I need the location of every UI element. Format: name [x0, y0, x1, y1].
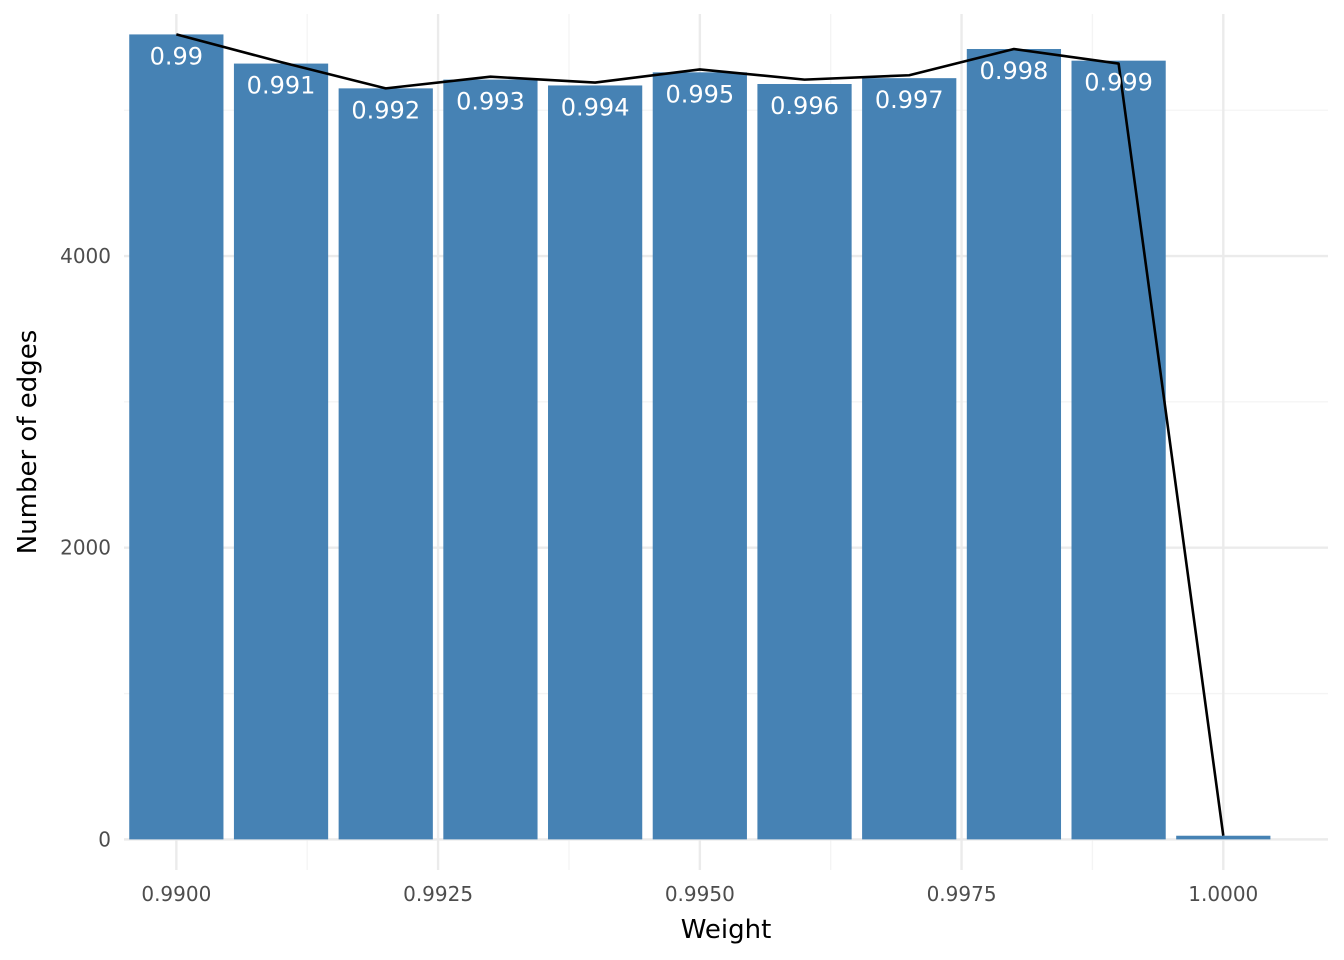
bar	[233, 63, 329, 840]
trend-line	[176, 33, 1225, 836]
y-axis-title: Number of edges	[13, 330, 43, 555]
x-tick-label: 0.9975	[927, 882, 997, 906]
line-layer	[176, 33, 1225, 836]
x-axis-title: Weight	[681, 915, 772, 945]
bar	[443, 79, 538, 840]
x-tick-label: 0.9950	[665, 882, 735, 906]
bar	[338, 88, 433, 840]
y-tick-label: 0	[98, 827, 111, 851]
bar	[757, 83, 852, 840]
x-tick-label: 0.9925	[403, 882, 473, 906]
bar-label: 0.999	[1084, 69, 1153, 97]
x-tick-label: 0.9900	[141, 882, 211, 906]
x-ticks-layer: 0.9900 0.9925 0.9950 0.9975 1.0000	[141, 882, 1258, 906]
bar-label: 0.997	[875, 86, 944, 114]
y-tick-label: 2000	[60, 536, 111, 560]
bar-label: 0.995	[665, 80, 734, 108]
y-tick-label: 4000	[60, 244, 111, 268]
bar-label: 0.998	[980, 57, 1049, 85]
bars-layer	[129, 34, 1271, 840]
bar	[652, 72, 747, 840]
bar	[862, 78, 957, 840]
bar	[1071, 60, 1166, 840]
bar	[129, 34, 224, 840]
bar-label: 0.992	[351, 96, 420, 124]
y-ticks-layer: 0 2000 4000	[60, 244, 111, 851]
bar	[1176, 835, 1271, 840]
bar-label: 0.994	[561, 93, 630, 121]
bar-labels-layer: 0.99 0.991 0.992 0.993 0.994 0.995 0.996 0.997 0…	[150, 42, 1153, 124]
x-tick-label: 1.0000	[1188, 882, 1258, 906]
bar	[548, 85, 643, 840]
bar-label: 0.99	[150, 42, 203, 70]
bar-label: 0.996	[770, 92, 839, 120]
bar	[966, 48, 1062, 840]
bar-label: 0.991	[247, 72, 316, 100]
bar-label: 0.993	[456, 88, 525, 116]
